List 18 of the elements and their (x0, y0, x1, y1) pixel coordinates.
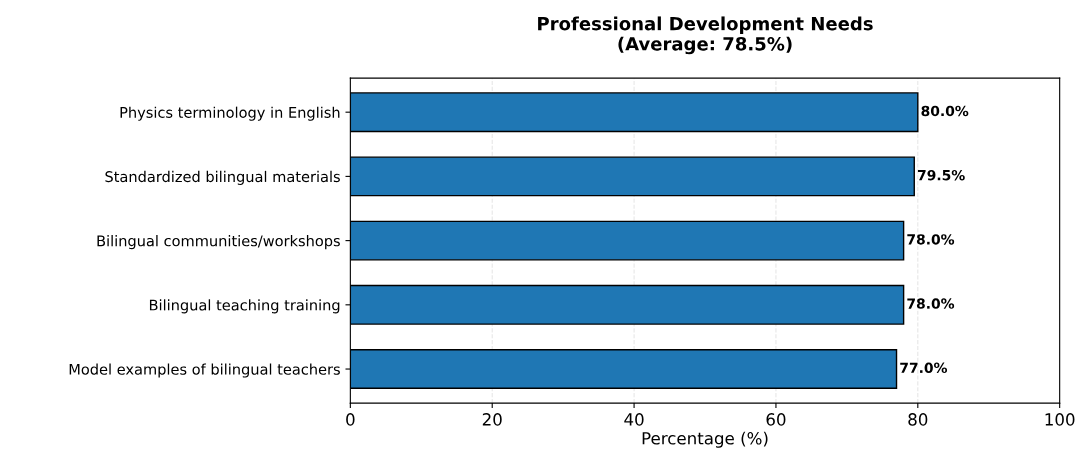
data-label: 78.0% (907, 234, 955, 245)
y-tick-label: Model examples of bilingual teachers (69, 363, 340, 378)
x-tick-label: 20 (482, 413, 502, 426)
x-tick-label: 40 (624, 413, 644, 426)
x-tick-label: 60 (766, 413, 786, 426)
x-tick-label: 80 (908, 413, 928, 426)
y-tick-label: Physics terminology in English (120, 106, 340, 121)
x-tick-label: 0 (346, 413, 355, 426)
y-tick-label: Bilingual teaching training (149, 299, 340, 314)
chart-title: Professional Development Needs (Average: 78.5%) (538, 16, 873, 55)
data-label: 80.0% (921, 105, 969, 117)
data-label: 77.0% (900, 362, 948, 374)
x-axis-title: Percentage (%) (642, 431, 768, 448)
y-tick-label: Bilingual communities/workshops (97, 235, 340, 250)
y-tick-label: Standardized bilingual materials (105, 170, 340, 185)
x-tick-label: 100 (1045, 413, 1075, 426)
data-label: 79.5% (917, 169, 965, 181)
data-label: 78.0% (907, 298, 955, 309)
